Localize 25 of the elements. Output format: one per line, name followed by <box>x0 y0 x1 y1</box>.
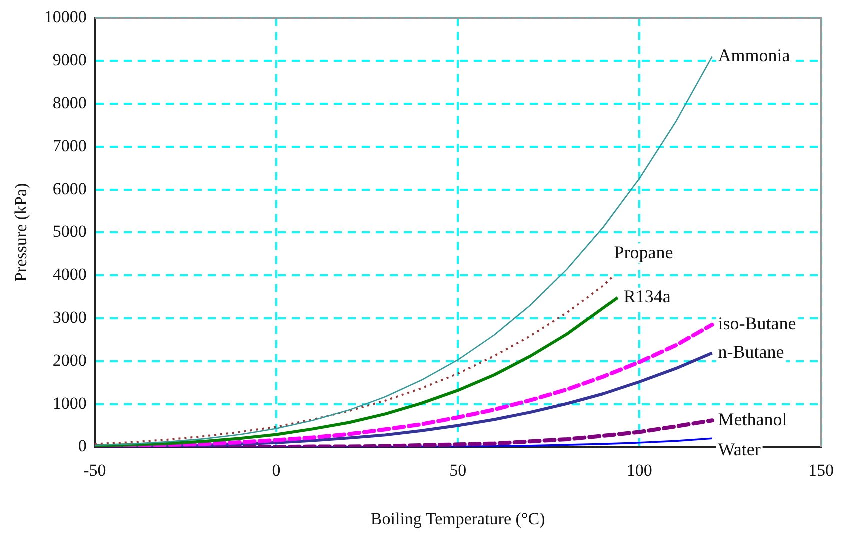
y-tick-label: 8000 <box>52 93 87 112</box>
y-tick-label: 7000 <box>52 136 87 156</box>
series-label: Ammonia <box>718 46 790 66</box>
y-axis-title: Pressure (kPa) <box>12 183 31 282</box>
series-label: R134a <box>624 286 671 307</box>
x-tick-label: 100 <box>626 460 652 480</box>
series-label: Propane <box>614 242 674 262</box>
y-tick-label: 3000 <box>52 308 87 327</box>
y-tick-label: 2000 <box>52 350 87 370</box>
series-label: Water <box>718 439 761 460</box>
series-label: n-Butane <box>718 342 784 362</box>
x-axis-title: Boiling Temperature (°C) <box>370 509 546 528</box>
x-tick-label: 50 <box>450 460 467 480</box>
y-tick-label: 4000 <box>52 265 87 284</box>
series-label: iso-Butane <box>718 314 796 334</box>
y-tick-label: 0 <box>78 436 87 456</box>
x-tick-label: 150 <box>808 460 834 480</box>
x-tick-label: -50 <box>84 460 106 480</box>
y-tick-label: 5000 <box>52 222 87 242</box>
x-tick-label: 0 <box>272 460 281 480</box>
y-tick-label: 9000 <box>52 50 87 70</box>
y-tick-label: 10000 <box>44 8 87 27</box>
y-tick-label: 1000 <box>52 394 87 413</box>
series-label: Methanol <box>718 409 788 430</box>
y-tick-label: 6000 <box>52 179 87 198</box>
